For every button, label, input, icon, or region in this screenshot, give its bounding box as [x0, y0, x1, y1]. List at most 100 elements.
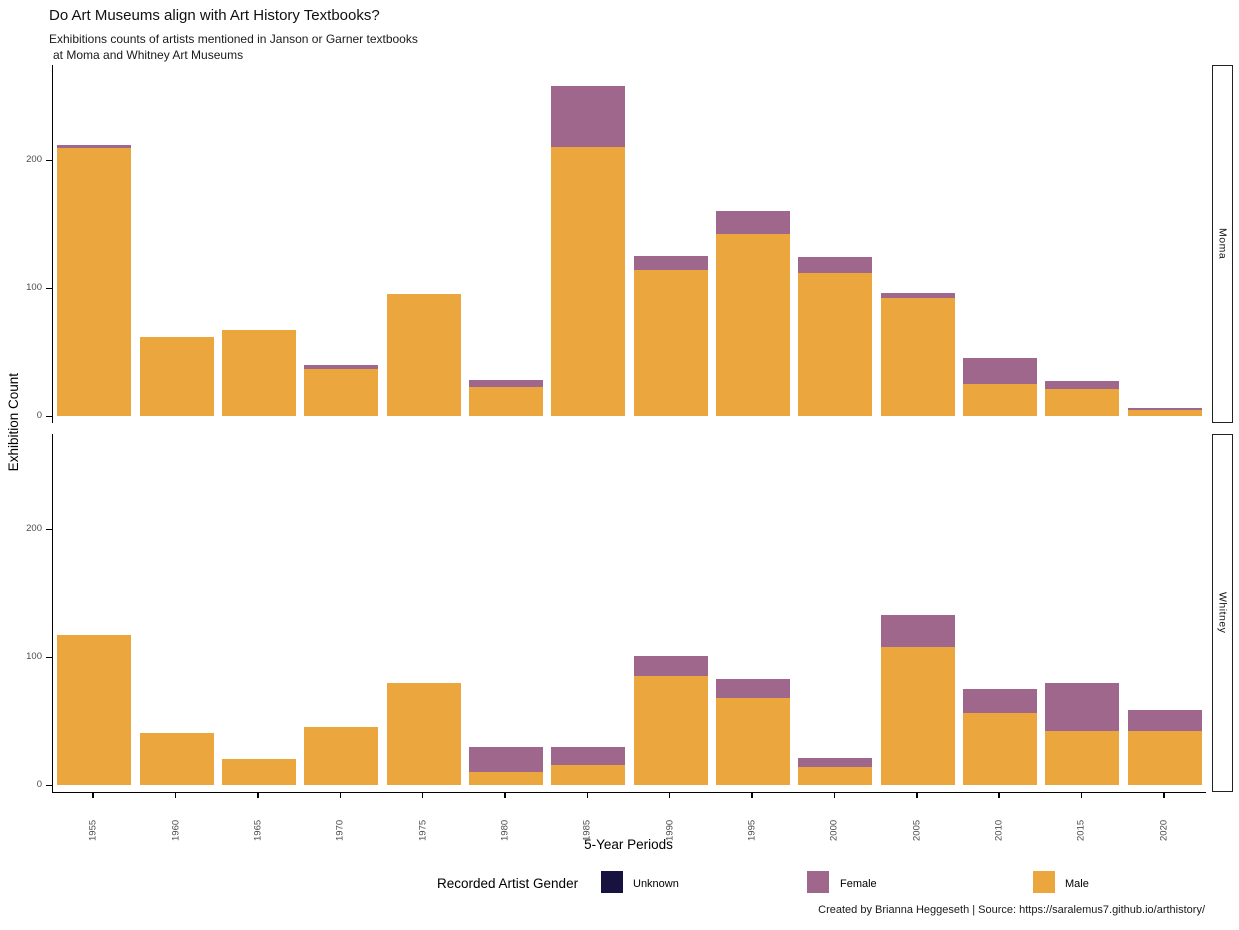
bar-whitney-1995-female — [716, 678, 791, 698]
legend-swatch-unknown — [601, 871, 623, 893]
x-tick-mark — [916, 793, 918, 798]
x-tick-label: 2020 — [1158, 819, 1170, 841]
bar-whitney-2005-male — [880, 646, 955, 785]
y-tick-label: 100 — [26, 651, 42, 662]
bar-moma-2015-female — [1045, 381, 1120, 390]
chart-subtitle: Exhibitions counts of artists mentioned … — [49, 31, 418, 63]
x-tick-mark — [668, 793, 671, 798]
facet-panel-whitney: 0 100 200 — [26, 434, 1206, 793]
y-tick-mark — [46, 656, 52, 658]
x-tick-label: 1960 — [170, 819, 182, 841]
x-tick-mark — [751, 793, 753, 798]
bar-moma-2010-male — [963, 384, 1038, 416]
x-tick-mark — [174, 793, 177, 798]
chart-title: Do Art Museums align with Art History Te… — [49, 7, 380, 24]
legend-title: Recorded Artist Gender — [437, 876, 579, 891]
x-tick-label: 1985 — [581, 819, 593, 841]
bar-whitney-1985-female — [551, 746, 626, 765]
bar-whitney-1970-male — [304, 727, 379, 785]
bar-moma-1985-male — [551, 147, 626, 416]
x-tick-label: 1975 — [417, 819, 429, 841]
bar-whitney-1975-male — [386, 682, 461, 785]
y-tick-mark — [46, 159, 52, 161]
bar-moma-1975-male — [386, 294, 461, 416]
bar-moma-1980-female — [468, 380, 543, 387]
bar-moma-2015-male — [1045, 389, 1120, 416]
bar-whitney-2020-female — [1127, 709, 1202, 732]
bar-moma-1955-female — [57, 144, 132, 149]
y-tick-label: 100 — [26, 282, 42, 293]
bar-whitney-2005-female — [880, 614, 955, 647]
bar-whitney-2020-male — [1127, 731, 1202, 785]
bar-moma-1995-male — [716, 234, 791, 416]
x-tick-mark — [1080, 793, 1083, 798]
bar-whitney-2000-male — [798, 767, 873, 785]
bar-whitney-2010-male — [963, 713, 1038, 785]
y-axis-title: Exhibition Count — [5, 372, 21, 472]
bar-whitney-1990-female — [633, 655, 708, 677]
chart-subtitle-line2: at Moma and Whitney Art Museums — [53, 48, 244, 62]
bar-whitney-1965-male — [221, 759, 296, 785]
bar-whitney-2015-female — [1045, 682, 1120, 732]
bar-whitney-1985-male — [551, 764, 626, 785]
y-tick-label: 200 — [26, 154, 42, 165]
x-tick-mark — [92, 793, 94, 798]
bar-whitney-2000-female — [798, 758, 873, 768]
facet-strip-label: Moma — [1216, 228, 1229, 260]
facet-panel-moma: 0 100 200 — [26, 65, 1206, 423]
bar-moma-1990-female — [633, 256, 708, 271]
bar-moma-1995-female — [716, 211, 791, 235]
x-tick-mark — [257, 793, 259, 798]
bar-moma-1980-male — [468, 386, 543, 416]
bar-moma-2020-female — [1127, 408, 1202, 410]
x-tick-label: 1980 — [499, 819, 511, 841]
y-tick-label: 0 — [36, 779, 42, 790]
bar-moma-2020-male — [1127, 409, 1202, 416]
x-tick-mark — [1163, 793, 1165, 798]
x-tick-label: 2015 — [1075, 819, 1087, 841]
y-tick-mark — [46, 784, 52, 786]
bar-whitney-2010-female — [963, 689, 1038, 714]
x-tick-label: 2000 — [828, 819, 840, 841]
bar-moma-2000-male — [798, 272, 873, 416]
x-tick-label: 1995 — [746, 819, 758, 841]
y-tick-mark — [46, 287, 52, 289]
y-tick-mark — [46, 528, 52, 530]
x-tick-mark — [998, 793, 1000, 798]
bar-whitney-1990-male — [633, 676, 708, 785]
x-tick-label: 1965 — [252, 819, 264, 841]
x-tick-label: 1955 — [87, 819, 99, 841]
facet-strip-moma: Moma — [1212, 65, 1233, 423]
bar-moma-1990-male — [633, 270, 708, 416]
bar-moma-2000-female — [798, 257, 873, 273]
bar-moma-2005-male — [880, 298, 955, 416]
facet-strip-whitney: Whitney — [1212, 434, 1233, 792]
x-tick-mark — [833, 793, 836, 798]
bar-moma-1955-male — [57, 148, 132, 416]
bar-whitney-1995-male — [716, 697, 791, 785]
x-tick-mark — [421, 793, 424, 798]
bar-moma-1970-female — [304, 364, 379, 369]
chart-subtitle-line1: Exhibitions counts of artists mentioned … — [49, 32, 418, 46]
bar-moma-1970-male — [304, 368, 379, 416]
legend-swatch-female — [807, 871, 829, 893]
facet-strip-label: Whitney — [1216, 592, 1229, 634]
y-tick-label: 0 — [36, 410, 42, 421]
bar-moma-1965-male — [221, 330, 296, 416]
x-tick-label: 2005 — [911, 819, 923, 841]
bar-moma-2005-female — [880, 293, 955, 299]
x-axis-title: 5-Year Periods — [584, 837, 673, 852]
x-tick-label: 2010 — [993, 819, 1005, 841]
x-tick-mark — [586, 793, 589, 798]
y-tick-mark — [46, 415, 52, 417]
x-tick-mark — [504, 793, 506, 798]
bar-whitney-1955-male — [57, 635, 132, 785]
bar-whitney-1980-male — [468, 772, 543, 785]
legend-label-female: Female — [840, 878, 877, 890]
bar-moma-1985-female — [551, 85, 626, 148]
bar-whitney-2015-male — [1045, 731, 1120, 785]
y-tick-label: 200 — [26, 523, 42, 534]
legend-swatch-male — [1033, 871, 1055, 893]
bar-whitney-1980-female — [468, 746, 543, 773]
